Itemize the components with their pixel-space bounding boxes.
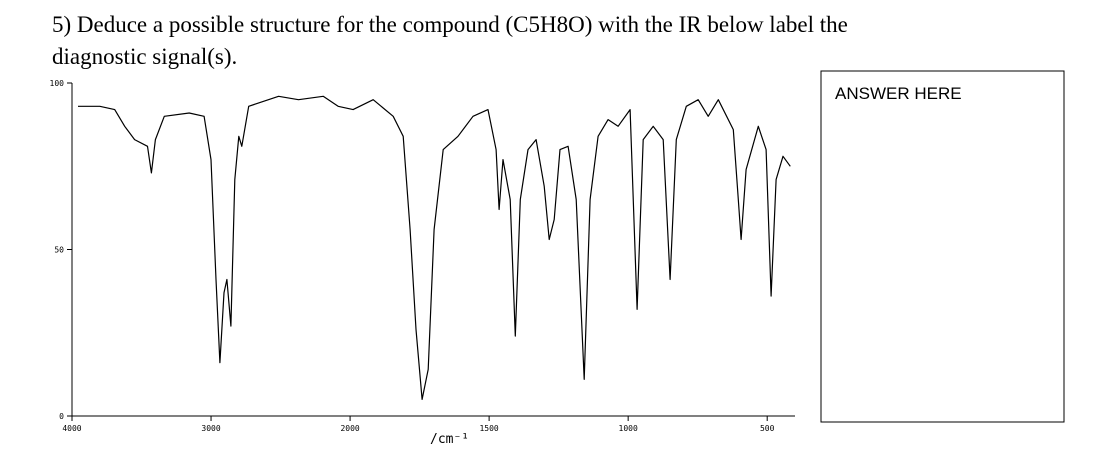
x-axis-label: /cm⁻¹ — [430, 432, 469, 447]
x-tick-label: 500 — [760, 424, 775, 433]
x-tick-label: 1000 — [619, 424, 638, 433]
answer-box — [820, 70, 1065, 423]
y-tick-label: 0 — [59, 412, 64, 421]
x-tick-label: 2000 — [340, 424, 359, 433]
x-tick-label: 1500 — [479, 424, 498, 433]
spectrum-line — [78, 95, 791, 400]
question-line: 5) Deduce a possible structure for the c… — [52, 12, 848, 37]
x-tick-label: 3000 — [201, 424, 220, 433]
answer-label: ANSWER HERE — [835, 84, 962, 103]
y-tick-label: 50 — [54, 246, 64, 255]
x-tick-label: 4000 — [62, 424, 81, 433]
y-tick-label: 100 — [50, 79, 65, 88]
question-line: diagnostic signal(s). — [52, 44, 237, 69]
